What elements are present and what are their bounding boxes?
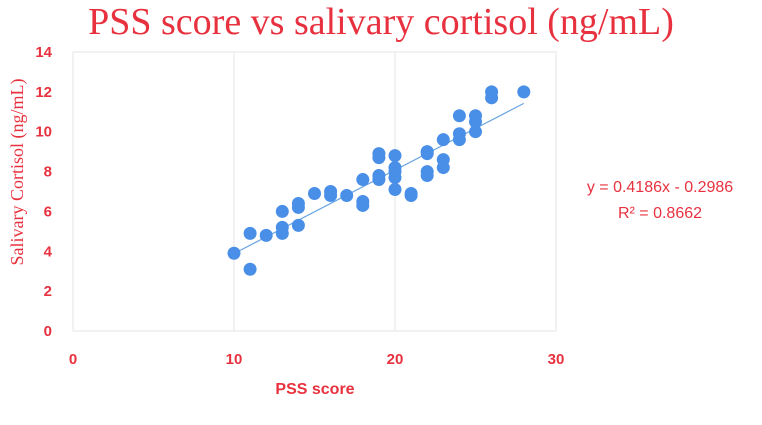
data-point [420, 145, 434, 159]
x-tick-label: 10 [226, 351, 243, 368]
data-point [243, 262, 257, 276]
data-point [308, 186, 321, 200]
data-point [485, 85, 499, 99]
data-point [243, 226, 257, 240]
data-point [356, 194, 370, 208]
data-point [275, 220, 289, 234]
x-tick-label: 20 [387, 351, 404, 368]
y-tick-label: 12 [35, 84, 52, 101]
r-squared-label: R² = 0.8662 [617, 205, 703, 222]
data-point [388, 149, 402, 163]
data-point [259, 228, 273, 242]
data-point [452, 127, 466, 141]
x-tick-label: 30 [548, 351, 565, 368]
data-point [291, 196, 305, 210]
data-point [275, 204, 289, 218]
data-point [388, 161, 402, 175]
data-point [436, 133, 450, 147]
y-tick-label: 10 [35, 124, 52, 141]
data-point [452, 109, 466, 123]
data-point [469, 125, 482, 139]
data-point [436, 153, 450, 167]
x-axis-ticks: 0 10 20 30 [69, 351, 565, 368]
y-tick-label: 4 [44, 243, 53, 260]
y-tick-label: 6 [44, 203, 52, 220]
data-point [517, 85, 531, 99]
data-point [372, 169, 386, 183]
y-axis-label: Salivary Cortisol (ng/mL) [7, 78, 27, 266]
data-point [291, 218, 305, 232]
data-point [372, 147, 386, 161]
data-point [469, 109, 482, 123]
y-axis-ticks: 0 2 4 6 8 10 12 14 [35, 44, 52, 340]
data-point [340, 188, 354, 202]
data-points [227, 85, 531, 276]
x-axis-label: PSS score [275, 381, 355, 398]
y-tick-label: 14 [35, 44, 52, 61]
data-point [324, 185, 338, 198]
chart-title: PSS score vs salivary cortisol (ng/mL) [88, 1, 674, 43]
data-point [227, 246, 241, 260]
data-point [420, 165, 434, 179]
trendline-equation: y = 0.4186x - 0.2986 [586, 179, 734, 196]
y-tick-label: 0 [44, 323, 52, 340]
data-point [388, 183, 402, 197]
y-tick-label: 2 [44, 283, 52, 300]
x-tick-label: 0 [69, 351, 77, 368]
data-point [404, 186, 418, 200]
y-tick-label: 8 [44, 164, 52, 181]
data-point [356, 173, 370, 187]
